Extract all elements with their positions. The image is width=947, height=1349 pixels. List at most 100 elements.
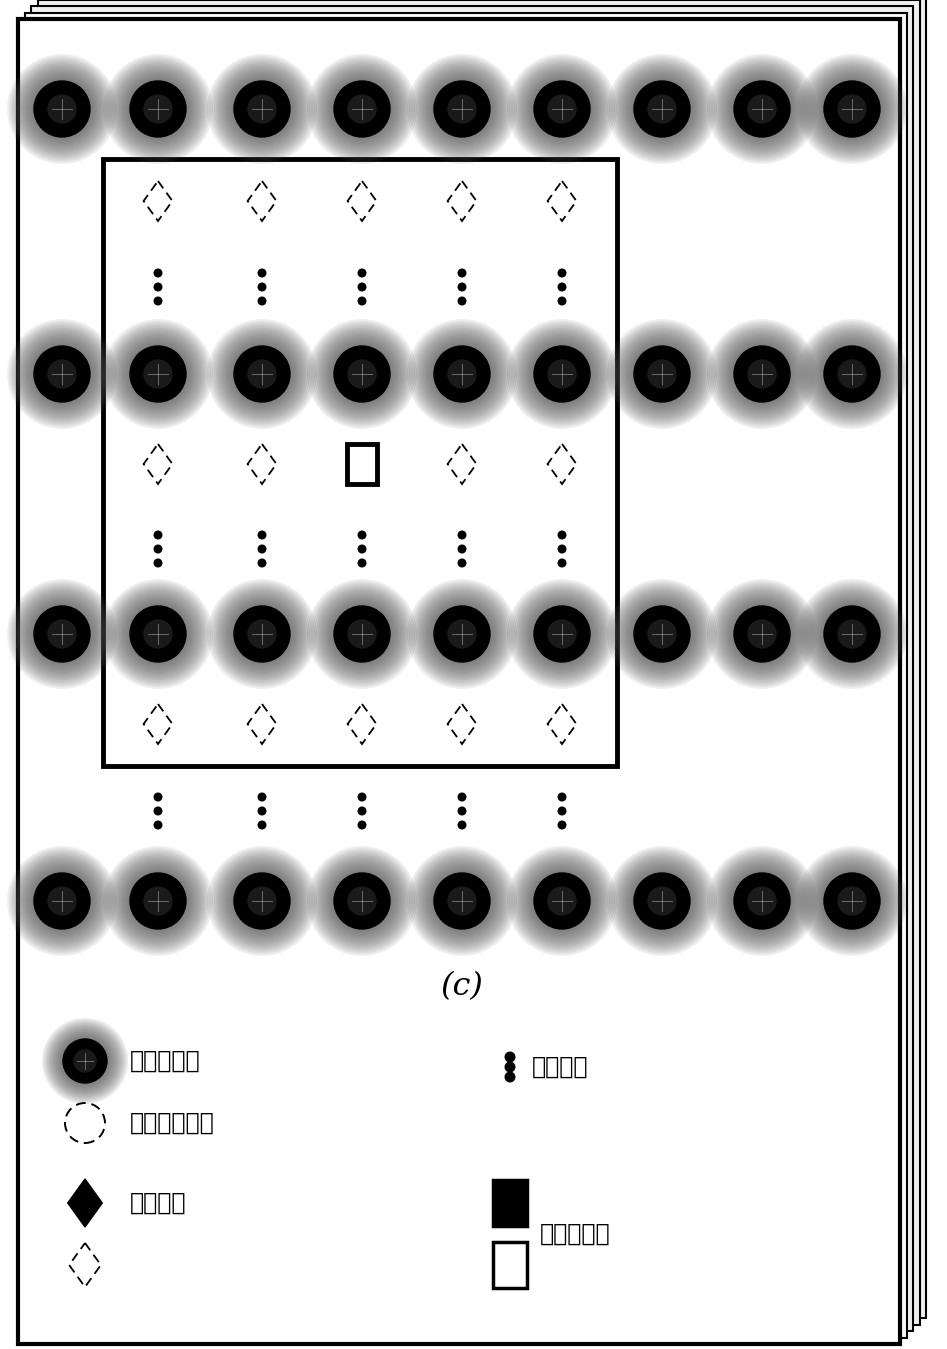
Circle shape [448,621,476,648]
Circle shape [612,584,712,684]
Circle shape [232,344,293,405]
Circle shape [34,81,90,138]
Circle shape [714,61,811,158]
Circle shape [32,78,92,139]
Circle shape [430,341,494,406]
Circle shape [534,606,590,662]
Circle shape [434,345,490,402]
Circle shape [711,584,813,684]
Text: 未采集到的点: 未采集到的点 [130,1112,215,1135]
Circle shape [358,793,366,801]
Circle shape [815,71,889,146]
Polygon shape [493,1180,527,1226]
Circle shape [558,560,565,567]
Circle shape [716,588,808,680]
Circle shape [727,74,796,144]
Circle shape [822,344,883,405]
Circle shape [822,604,883,664]
Circle shape [18,858,106,944]
Circle shape [118,862,197,940]
Circle shape [229,602,295,666]
Circle shape [416,328,508,420]
Circle shape [358,822,366,828]
Circle shape [27,866,97,936]
Circle shape [548,94,576,123]
Circle shape [144,888,172,915]
Polygon shape [69,1242,100,1287]
Circle shape [458,822,466,828]
Circle shape [511,851,613,951]
Circle shape [558,270,565,277]
Circle shape [112,588,204,680]
Circle shape [523,335,601,413]
Circle shape [819,77,884,142]
Circle shape [126,77,190,142]
Circle shape [458,283,466,291]
Circle shape [54,1031,116,1091]
Circle shape [63,1039,107,1083]
Circle shape [558,793,565,801]
Circle shape [32,870,92,931]
Circle shape [334,606,390,662]
Circle shape [313,61,410,158]
Circle shape [627,74,697,144]
Circle shape [11,584,113,684]
Circle shape [721,333,803,415]
Circle shape [25,865,98,938]
Polygon shape [547,181,577,221]
Circle shape [8,846,116,956]
Circle shape [52,1028,117,1094]
Circle shape [407,54,517,163]
Circle shape [430,869,494,934]
Circle shape [815,337,889,411]
Circle shape [516,63,608,155]
Circle shape [118,595,197,673]
Circle shape [44,1020,126,1102]
Circle shape [310,57,415,162]
Circle shape [334,81,390,138]
Circle shape [614,853,710,950]
Circle shape [214,61,311,158]
Circle shape [103,54,213,163]
Circle shape [154,545,162,553]
Circle shape [824,606,880,662]
Circle shape [144,360,172,389]
Circle shape [458,270,466,277]
Circle shape [711,851,813,951]
Circle shape [115,858,202,944]
Circle shape [358,532,366,538]
Circle shape [123,340,193,409]
Circle shape [14,61,110,158]
Circle shape [623,70,701,148]
Circle shape [211,851,313,951]
Circle shape [425,71,499,146]
Circle shape [154,822,162,828]
Circle shape [714,853,811,950]
Circle shape [21,859,103,943]
Circle shape [434,873,490,929]
Circle shape [516,328,608,420]
Circle shape [318,65,405,152]
Circle shape [508,579,616,689]
Circle shape [432,344,492,405]
Circle shape [725,71,799,146]
Circle shape [420,592,504,676]
Circle shape [216,588,308,680]
Circle shape [719,331,806,418]
Circle shape [532,78,592,139]
Circle shape [23,335,101,413]
Circle shape [416,588,508,680]
Circle shape [422,595,501,673]
Circle shape [412,58,512,159]
Circle shape [427,340,497,409]
Polygon shape [247,181,277,221]
Circle shape [232,870,293,931]
Circle shape [797,320,907,429]
Circle shape [32,604,92,664]
Circle shape [358,545,366,553]
Circle shape [527,340,597,409]
Circle shape [734,345,790,402]
Circle shape [729,341,795,406]
Circle shape [425,865,499,938]
Polygon shape [25,12,906,1337]
